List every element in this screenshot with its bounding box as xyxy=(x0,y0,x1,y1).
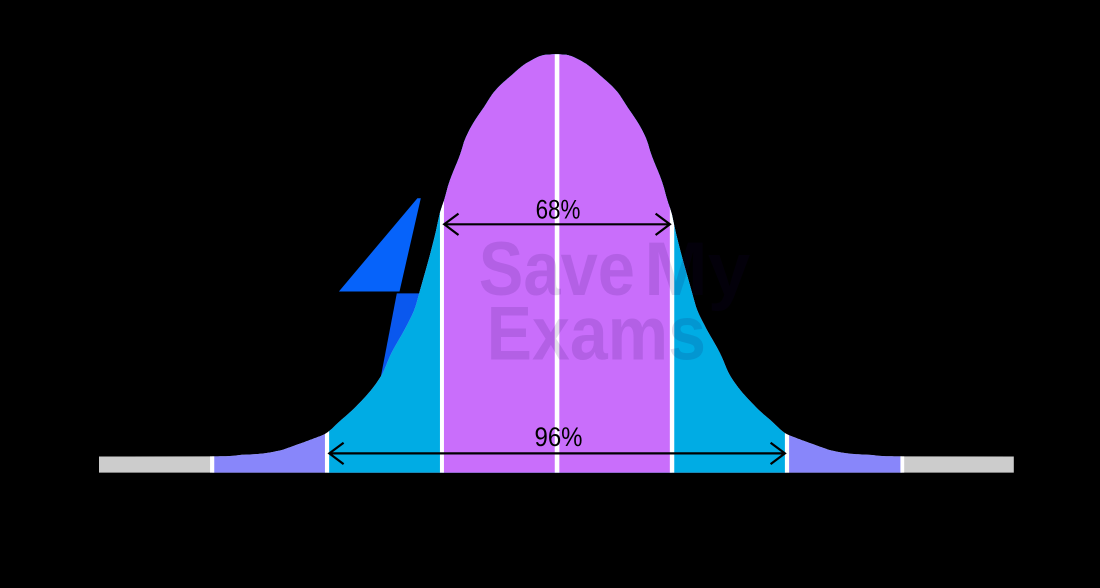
svg-text:68%: 68% xyxy=(536,194,581,224)
svg-text:Exams: Exams xyxy=(487,292,706,377)
svg-text:My: My xyxy=(644,227,750,312)
svg-text:Save: Save xyxy=(479,227,635,312)
svg-text:96%: 96% xyxy=(535,422,583,452)
